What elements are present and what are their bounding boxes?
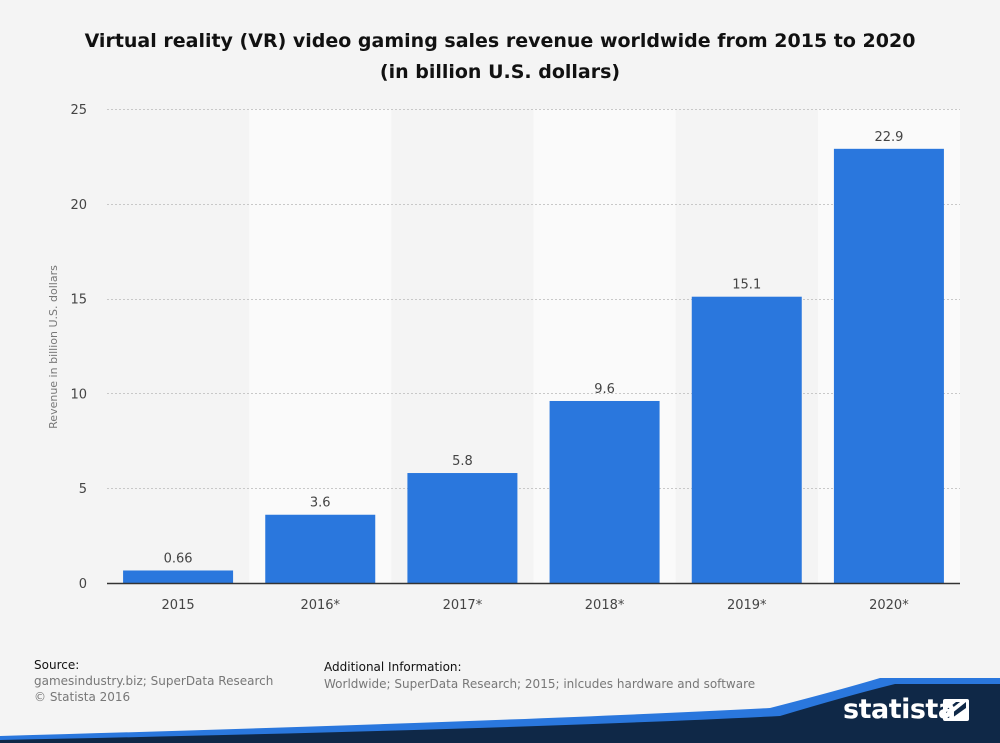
y-tick-label: 15: [70, 293, 87, 308]
band-1: [249, 109, 392, 583]
chart-title: Virtual reality (VR) video gaming sales …: [0, 26, 1000, 88]
x-tick-label: 2017*: [443, 598, 483, 613]
footer-brand-band: [0, 684, 1000, 743]
y-tick-label: 10: [70, 387, 87, 402]
source-text[interactable]: gamesindustry.biz; SuperData Research: [34, 674, 274, 688]
value-label: 5.8: [452, 454, 473, 469]
chart-title-line1: Virtual reality (VR) video gaming sales …: [84, 30, 916, 52]
copyright-text: © Statista 2016: [34, 690, 131, 704]
bar-2018*: [549, 400, 660, 583]
value-labels: 0.66 3.6 5.8 9.6 15.1 22.9: [164, 130, 904, 567]
y-tick-label: 20: [70, 198, 87, 213]
bars: [123, 148, 944, 584]
x-tick-label: 2018*: [585, 598, 625, 613]
additional-info-block: Additional Information: Worldwide; Super…: [324, 660, 755, 691]
bar-2017*: [407, 473, 518, 583]
y-axis-ticks: 0 5 10 15 20 25: [70, 103, 87, 592]
x-tick-label: 2015: [162, 598, 195, 613]
y-tick-label: 0: [79, 577, 87, 592]
value-label: 9.6: [594, 382, 615, 397]
source-block: Source: gamesindustry.biz; SuperData Res…: [34, 658, 273, 704]
bar-2016*: [265, 514, 376, 583]
bar-2015: [123, 570, 234, 583]
bar-2020*: [833, 148, 944, 584]
additional-info-text: Worldwide; SuperData Research; 2015; inl…: [324, 677, 756, 691]
x-axis-labels: 2015 2016* 2017* 2018* 2019* 2020*: [162, 598, 910, 613]
source-label: Source:: [34, 658, 80, 672]
value-label: 15.1: [732, 278, 761, 293]
x-tick-label: 2016*: [300, 598, 340, 613]
statista-logo-icon: [943, 699, 969, 721]
value-label: 0.66: [164, 551, 193, 566]
additional-info-label: Additional Information:: [324, 660, 462, 674]
value-label: 3.6: [310, 496, 331, 511]
y-tick-label: 25: [70, 103, 87, 118]
bar-2019*: [691, 296, 802, 583]
statista-brand[interactable]: statista: [843, 694, 956, 725]
value-label: 22.9: [874, 130, 903, 145]
y-tick-label: 5: [79, 482, 87, 497]
chart-title-line2: (in billion U.S. dollars): [379, 61, 621, 83]
x-tick-label: 2020*: [869, 598, 909, 613]
y-axis-label: Revenue in billion U.S. dollars: [47, 265, 60, 429]
x-tick-label: 2019*: [727, 598, 767, 613]
